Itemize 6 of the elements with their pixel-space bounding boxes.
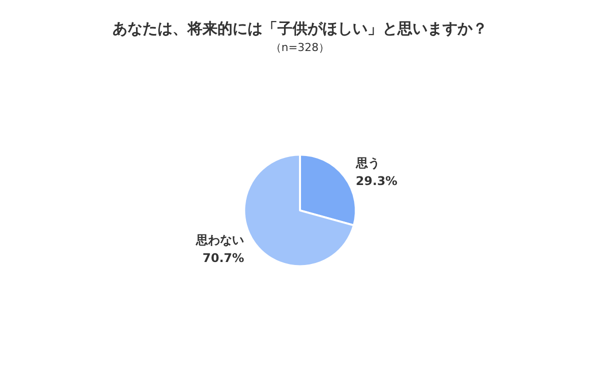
slice-label: 思う xyxy=(354,156,380,170)
chart-title: あなたは、将来的には「子供がほしい」と思いますか？ xyxy=(112,20,488,38)
chart-subtitle: （n=328） xyxy=(270,41,330,54)
slice-label: 思わない xyxy=(195,233,244,248)
data-label: 70.7% xyxy=(202,251,244,266)
data-label: 29.3% xyxy=(356,174,398,188)
